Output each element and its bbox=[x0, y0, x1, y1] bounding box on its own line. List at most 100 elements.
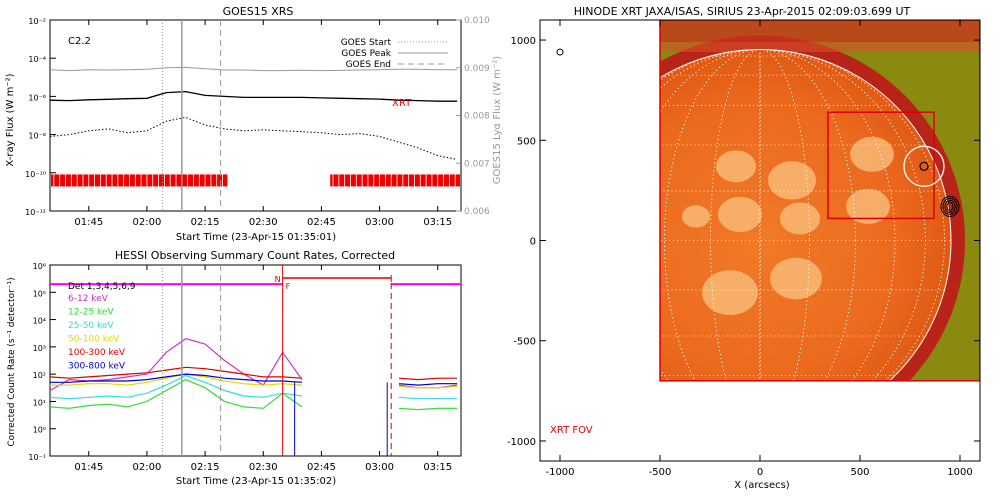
x-tick-label: -500 bbox=[649, 467, 672, 478]
xrt-title: HINODE XRT JAXA/ISAS, SIRIUS 23-Apr-2015… bbox=[574, 5, 911, 18]
x-tick-label: 03:15 bbox=[423, 217, 452, 228]
night-flag-label: N bbox=[275, 275, 281, 284]
goes-y-label: X-ray Flux (W m⁻²) bbox=[5, 73, 16, 166]
goes-series bbox=[49, 66, 458, 160]
active-region bbox=[850, 136, 894, 172]
legend-entry: 50-100 keV bbox=[68, 335, 120, 345]
y-tick-label: 10⁵ bbox=[33, 289, 46, 298]
y-tick-label: 10⁻⁴ bbox=[28, 55, 46, 64]
y-tick-label: 1000 bbox=[511, 36, 536, 47]
hessi-contour bbox=[946, 201, 954, 211]
hessi-series bbox=[49, 283, 461, 456]
legend-entry: 25-50 keV bbox=[68, 321, 114, 331]
xrt-image-panel: HINODE XRT JAXA/ISAS, SIRIUS 23-Apr-2015… bbox=[507, 5, 981, 491]
active-region bbox=[716, 150, 756, 183]
x-tick-label: 02:45 bbox=[307, 462, 336, 473]
x-tick-label: 02:15 bbox=[191, 217, 220, 228]
y-tick-label: 0 bbox=[530, 237, 536, 248]
xrt-x-ticks: -1000 -500 0 500 1000 bbox=[545, 20, 973, 478]
legend-entry: 100-300 keV bbox=[68, 348, 126, 358]
legend-title: Det 1,3,4,5,6,9 bbox=[68, 282, 136, 292]
hessi-y-label: Corrected Count Rate (s⁻¹ detector⁻¹) bbox=[7, 277, 17, 446]
y-tick-label: 10⁶ bbox=[33, 262, 46, 271]
y-tick-label: 10⁰ bbox=[33, 426, 46, 435]
x-tick-label: 500 bbox=[850, 467, 869, 478]
goes-xrt-label: XRT bbox=[392, 98, 412, 109]
hessi-contour bbox=[944, 199, 956, 213]
saturation-band bbox=[660, 42, 980, 52]
x-tick-label: 02:45 bbox=[307, 217, 336, 228]
y-tick-label: 10¹ bbox=[33, 398, 46, 407]
active-region bbox=[780, 202, 820, 235]
y-tick-label: 10⁻² bbox=[28, 17, 46, 26]
active-region bbox=[846, 188, 890, 225]
longitude-line bbox=[664, 49, 856, 432]
legend-label: GOES Start bbox=[341, 38, 392, 48]
x-tick-label: 0 bbox=[757, 467, 763, 478]
active-region bbox=[770, 257, 822, 300]
xrt-fov-image bbox=[660, 20, 980, 381]
series-line-50-100-keV bbox=[50, 373, 458, 389]
legend-label: GOES End bbox=[346, 60, 391, 70]
flare-region-box bbox=[827, 111, 935, 220]
y-tick-label: 10⁻⁸ bbox=[28, 132, 46, 141]
active-region bbox=[682, 205, 710, 228]
hessi-flare-markers bbox=[161, 265, 222, 456]
goes-flare-markers bbox=[161, 20, 222, 211]
flag-label: F bbox=[286, 282, 291, 291]
series-line-Lyα bbox=[49, 66, 458, 72]
goes-panel: GOES15 XRS 01:45 02:00 02:15 02:30 02:45 03:0… bbox=[5, 5, 503, 243]
goes-x-ticks: 01:45 02:00 02:15 02:30 02:45 03:00 03:15 bbox=[74, 20, 452, 228]
goes-y-ticks: 10⁻¹² 10⁻¹⁰ 10⁻⁸ 10⁻⁶ 10⁻⁴ 10⁻² bbox=[25, 17, 56, 217]
hessi-plot-frame bbox=[49, 264, 462, 457]
x-tick-label: 03:00 bbox=[365, 217, 394, 228]
x-tick-label: 02:00 bbox=[133, 462, 162, 473]
goes-flare-class: C2.2 bbox=[68, 36, 91, 47]
xrt-coverage-bar bbox=[330, 174, 460, 187]
y-tick-label: 10⁴ bbox=[33, 317, 46, 326]
hessi-y-ticks: 10⁻¹ 10⁰ 10¹ 10² 10³ 10⁴ 10⁵ 10⁶ bbox=[28, 262, 56, 462]
hessi-legend: Det 1,3,4,5,6,9 6-12 keV 12-25 keV 25-50 ke… bbox=[68, 282, 136, 372]
goes-xrt-coverage bbox=[51, 174, 460, 187]
goes-title: GOES15 XRS bbox=[223, 5, 294, 18]
legend-entry: 12-25 keV bbox=[68, 308, 114, 318]
y2-tick-label: 0.010 bbox=[464, 16, 490, 26]
y-tick-label: -1000 bbox=[507, 437, 536, 448]
series-line-25-50-keV bbox=[49, 374, 458, 400]
x-tick-label: 01:45 bbox=[74, 217, 103, 228]
flare-centroid-marker bbox=[919, 161, 929, 171]
y-tick-label: 10⁻¹⁰ bbox=[25, 170, 46, 179]
x-tick-label: 02:15 bbox=[191, 462, 220, 473]
goes-x-label: Start Time (23-Apr-15 01:35:01) bbox=[176, 232, 336, 243]
legend-entry: 6-12 keV bbox=[68, 294, 109, 304]
x-tick-label: -1000 bbox=[545, 467, 574, 478]
xrt-fov-label: XRT FOV bbox=[550, 425, 593, 436]
series-line-short bbox=[49, 116, 458, 160]
active-region bbox=[768, 161, 816, 200]
longitude-line bbox=[759, 49, 761, 432]
solar-limb bbox=[568, 49, 952, 432]
y-tick-label: 500 bbox=[517, 136, 536, 147]
reference-marker bbox=[556, 48, 564, 56]
xrt-y-ticks: -1000 -500 0 500 1000 bbox=[507, 36, 980, 448]
x-tick-label: 03:15 bbox=[423, 462, 452, 473]
y2-tick-label: 0.009 bbox=[464, 64, 490, 74]
series-line-300-800-keV bbox=[50, 373, 458, 386]
x-tick-label: 02:30 bbox=[249, 462, 278, 473]
xrt-fov-box bbox=[659, 20, 980, 382]
y2-tick-label: 0.007 bbox=[464, 159, 490, 169]
series-line-100-300-keV bbox=[49, 366, 458, 381]
x-tick-label: 02:00 bbox=[133, 217, 162, 228]
y-tick-label: 10³ bbox=[33, 344, 46, 353]
saturation-band bbox=[660, 20, 980, 42]
y-tick-label: 10⁻¹² bbox=[25, 208, 46, 217]
legend-label: GOES Peak bbox=[341, 49, 391, 59]
longitude-line bbox=[624, 49, 896, 432]
hessi-night-flags: NF bbox=[275, 265, 392, 456]
hessi-contour bbox=[942, 197, 958, 215]
x-tick-label: 1000 bbox=[947, 467, 972, 478]
y-tick-label: -500 bbox=[513, 337, 536, 348]
goes-y2-label: GOES15 Lyα Flux (W m⁻²) bbox=[492, 56, 503, 184]
active-region bbox=[718, 196, 762, 233]
